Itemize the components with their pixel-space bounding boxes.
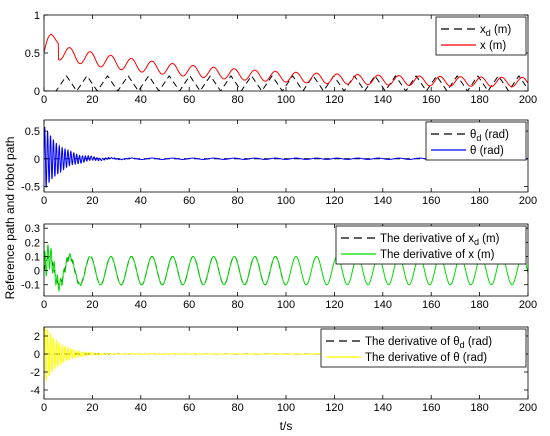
figure-xlabel: t/s [280, 419, 293, 433]
x-tick-label: 0 [41, 299, 47, 311]
x-tick-label: 40 [135, 402, 147, 414]
y-tick-label: -0.1 [21, 280, 40, 292]
x-tick-label: 160 [422, 299, 440, 311]
figure-ylabel: Reference path and robot path [3, 137, 17, 300]
x-tick-label: 20 [86, 195, 98, 207]
y-tick-label: 1 [34, 10, 40, 22]
x-tick-label: 160 [422, 94, 440, 106]
x-tick-label: 120 [325, 195, 343, 207]
legend-box [435, 16, 527, 56]
x-tick-label: 0 [41, 94, 47, 106]
y-tick-label: 0 [34, 349, 40, 361]
x-tick-label: 140 [374, 195, 392, 207]
x-tick-label: 180 [470, 195, 488, 207]
legend-entry: The derivative of xd (m) [380, 233, 500, 247]
x-tick-label: 60 [183, 94, 195, 106]
x-tick-label: 120 [325, 94, 343, 106]
x-tick-label: 160 [422, 195, 440, 207]
panel-1: 0 20 40 60 80 100 120 140 160 180 200 0 0.5 1 xd (m) x … [25, 10, 537, 106]
x-tick-label: 200 [519, 299, 537, 311]
legend-box [335, 225, 527, 265]
x-tick-label: 0 [41, 195, 47, 207]
x-tick-label: 60 [183, 299, 195, 311]
x-tick-label: 180 [470, 402, 488, 414]
x-tick-label: 140 [374, 299, 392, 311]
y-tick-label: 0.5 [25, 48, 40, 60]
y-tick-label: 0 [34, 86, 40, 98]
legend-entry: θd (rad) [470, 129, 509, 143]
x-tick-label: 40 [135, 195, 147, 207]
x-tick-label: 100 [277, 299, 295, 311]
series-line-1-1 [44, 75, 528, 91]
x-tick-label: 160 [422, 402, 440, 414]
x-tick-label: 100 [277, 195, 295, 207]
legend-entry: The derivative of θ (rad) [365, 352, 487, 364]
legend-entry: θ (rad) [470, 145, 504, 157]
legend-box [425, 121, 527, 161]
y-tick-label: -0.5 [21, 181, 40, 193]
x-tick-label: 80 [231, 195, 243, 207]
x-tick-label: 180 [470, 299, 488, 311]
x-tick-label: 140 [374, 402, 392, 414]
legend-entry: The derivative of x (m) [380, 249, 495, 261]
series-line-1-2 [44, 34, 528, 88]
y-tick-label: 0 [34, 266, 40, 278]
x-tick-label: 40 [135, 94, 147, 106]
x-tick-label: 180 [470, 94, 488, 106]
x-tick-label: 200 [519, 94, 537, 106]
y-tick-label: -2 [30, 367, 40, 379]
x-tick-label: 20 [86, 94, 98, 106]
y-tick-label: 0.5 [25, 126, 40, 138]
x-tick-label: 200 [519, 402, 537, 414]
x-tick-label: 80 [231, 402, 243, 414]
y-tick-label: -4 [30, 385, 40, 397]
x-tick-label: 20 [86, 402, 98, 414]
x-tick-label: 0 [41, 402, 47, 414]
x-tick-label: 140 [374, 94, 392, 106]
legend-box [320, 328, 527, 368]
x-tick-label: 80 [231, 299, 243, 311]
y-tick-label: 0 [34, 154, 40, 166]
panel-3: 0 20 40 60 80 100 120 140 160 180 200-0.100.10.20.… [21, 223, 537, 311]
y-tick-label: 0.1 [25, 251, 40, 263]
x-tick-label: 80 [231, 94, 243, 106]
y-tick-label: 0.2 [25, 237, 40, 249]
x-tick-label: 60 [183, 195, 195, 207]
y-tick-label: 2 [34, 331, 40, 343]
x-tick-label: 120 [325, 299, 343, 311]
x-tick-label: 20 [86, 299, 98, 311]
x-tick-label: 100 [277, 94, 295, 106]
x-tick-label: 60 [183, 402, 195, 414]
legend-entry: The derivative of θd (rad) [365, 336, 492, 350]
x-tick-label: 100 [277, 402, 295, 414]
x-tick-label: 120 [325, 402, 343, 414]
legend-entry: x (m) [480, 40, 506, 52]
legend-entry: xd (m) [480, 24, 511, 38]
y-tick-label: 0.3 [25, 223, 40, 235]
x-tick-label: 40 [135, 299, 147, 311]
x-tick-label: 200 [519, 195, 537, 207]
series-line-3-2 [44, 244, 528, 292]
panel-4: 0 20 40 60 80 100 120 140 160 180 200 -4 -2 0 2 The der… [30, 326, 537, 414]
panel-2: 0 20 40 60 80 100 120 140 160 180 200-0.500.5 θd (r… [21, 119, 537, 207]
